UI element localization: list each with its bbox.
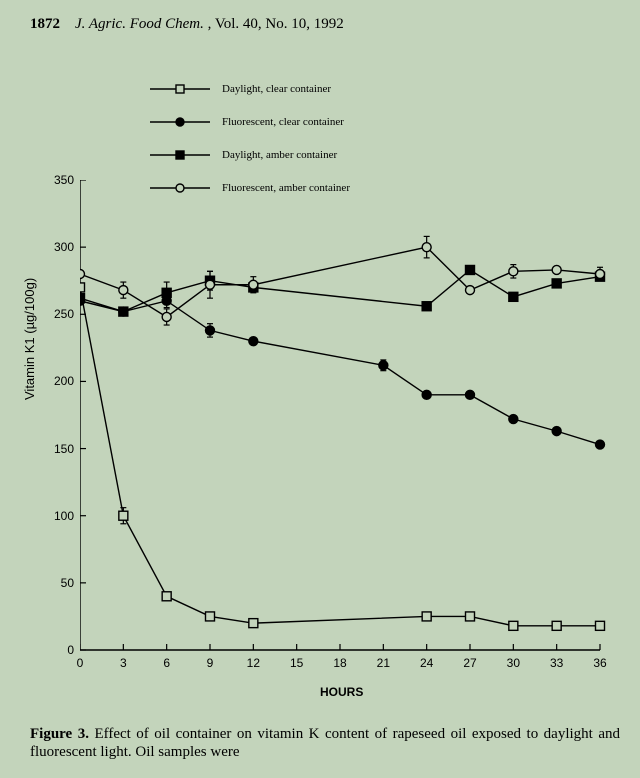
x-tick-label: 24 [415, 656, 439, 670]
y-tick-label: 0 [44, 643, 74, 657]
caption-text: Effect of oil container on vitamin K con… [30, 726, 620, 760]
x-tick-label: 33 [545, 656, 569, 670]
x-tick-label: 12 [241, 656, 265, 670]
legend-item: Daylight, clear container [150, 72, 350, 105]
x-tick-label: 36 [588, 656, 612, 670]
x-tick-label: 3 [111, 656, 135, 670]
plot-svg [80, 180, 610, 670]
legend-swatch [150, 82, 210, 96]
y-axis-label: Vitamin K1 (µg/100g) [22, 278, 37, 400]
figure-caption: Figure 3. Effect of oil container on vit… [30, 725, 620, 761]
page-header: 1872 J. Agric. Food Chem. , Vol. 40, No.… [30, 16, 344, 33]
figure-label: Figure 3. [30, 726, 89, 742]
x-axis-label: HOURS [320, 685, 363, 699]
legend-swatch [150, 115, 210, 129]
y-tick-label: 50 [44, 576, 74, 590]
x-tick-label: 27 [458, 656, 482, 670]
x-tick-label: 21 [371, 656, 395, 670]
x-tick-label: 30 [501, 656, 525, 670]
y-tick-label: 100 [44, 509, 74, 523]
y-tick-label: 200 [44, 374, 74, 388]
y-tick-label: 150 [44, 442, 74, 456]
x-tick-label: 9 [198, 656, 222, 670]
journal-name: J. Agric. Food Chem. [75, 16, 204, 32]
legend-item: Fluorescent, clear container [150, 105, 350, 138]
x-tick-label: 6 [155, 656, 179, 670]
page-number: 1872 [30, 16, 60, 32]
x-tick-label: 0 [68, 656, 92, 670]
legend-label: Daylight, clear container [222, 83, 331, 95]
legend-label: Fluorescent, clear container [222, 116, 344, 128]
volume-info: , Vol. 40, No. 10, 1992 [208, 16, 344, 32]
y-tick-label: 300 [44, 240, 74, 254]
legend-swatch [150, 148, 210, 162]
x-tick-label: 15 [285, 656, 309, 670]
legend-item: Daylight, amber container [150, 138, 350, 171]
x-tick-label: 18 [328, 656, 352, 670]
chart: 050100150200250300350 036912151821242730… [80, 180, 610, 670]
y-tick-label: 250 [44, 307, 74, 321]
legend-label: Daylight, amber container [222, 149, 337, 161]
y-tick-label: 350 [44, 173, 74, 187]
